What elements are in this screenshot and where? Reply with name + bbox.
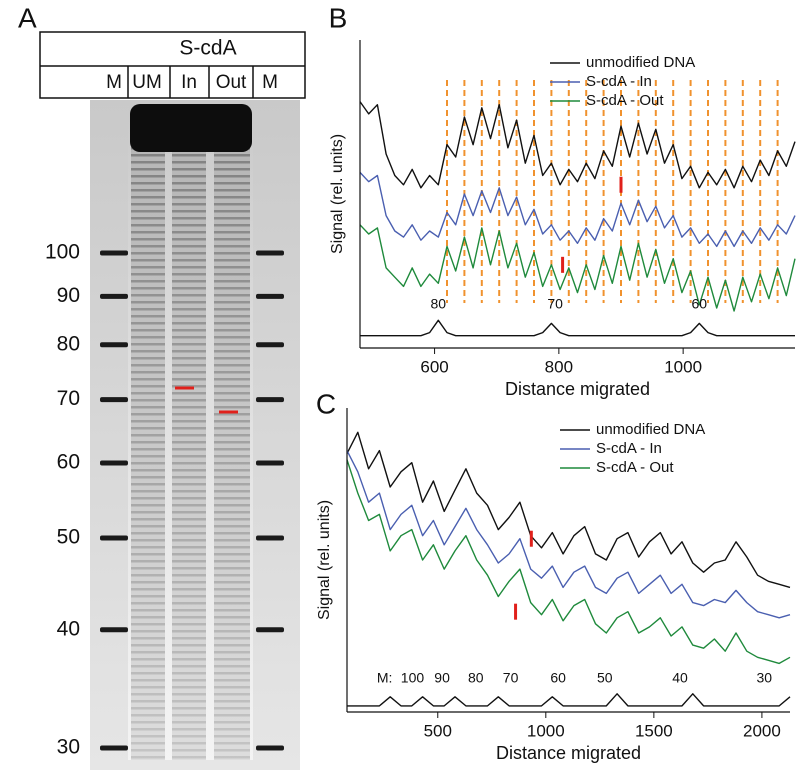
x-tick-label: 2000 [743, 721, 781, 740]
highlight [561, 256, 565, 273]
ladder-band [256, 627, 284, 633]
ladder-band [256, 342, 284, 348]
annotation: 60 [550, 669, 566, 685]
series-line [346, 459, 791, 665]
annotation: 40 [672, 669, 688, 685]
lane-fade [128, 110, 253, 760]
ladder-label: 40 [57, 617, 80, 640]
ladder-label: 80 [57, 332, 80, 355]
annotation: 90 [434, 669, 450, 685]
sample-lanes [128, 104, 253, 760]
ladder-label: 100 [45, 241, 80, 264]
legend-label: S-cdA - In [596, 440, 662, 457]
x-axis-label: Distance migrated [505, 379, 650, 399]
ladder-band [256, 460, 284, 466]
x-tick-label: 1000 [664, 357, 702, 376]
lane-label: M [106, 72, 122, 93]
ladder-band [256, 745, 284, 751]
annotation: 70 [503, 669, 519, 685]
annotation: 80 [468, 669, 484, 685]
annotation: 100 [401, 669, 425, 685]
ladder-label: 70 [57, 387, 80, 410]
series-line [359, 171, 796, 248]
x-tick-label: 1500 [635, 721, 673, 740]
ladder-band [256, 293, 284, 299]
gel-title: S-cdA [179, 37, 236, 60]
annotation: M: [377, 669, 393, 685]
ladder-band [100, 745, 128, 751]
lane-label: M [262, 72, 278, 93]
y-axis-label: Signal (rel. units) [316, 500, 333, 620]
ladder-band [100, 342, 128, 348]
ladder-band [100, 250, 128, 256]
legend-label: unmodified DNA [586, 54, 695, 71]
ladder-label: 60 [57, 451, 80, 474]
ladder-band [100, 397, 128, 403]
series-line [346, 450, 791, 619]
annotation: 80 [431, 296, 447, 312]
legend-label: S-cdA - In [586, 73, 652, 90]
x-tick-label: 500 [424, 721, 452, 740]
ladder-band [256, 535, 284, 541]
series-line [360, 319, 795, 337]
gel-header [39, 31, 306, 99]
ladder-label: 50 [57, 526, 80, 549]
series-line [346, 431, 791, 589]
highlight [619, 176, 623, 193]
annotation: 50 [597, 669, 613, 685]
annotation: 30 [756, 669, 772, 685]
legend-label: S-cdA - Out [596, 459, 674, 476]
x-axis-label: Distance migrated [496, 743, 641, 763]
ladder-band [100, 627, 128, 633]
series-line [359, 224, 796, 312]
annotation: 70 [547, 296, 563, 312]
ladder-band [100, 535, 128, 541]
legend-label: unmodified DNA [596, 421, 705, 438]
panel-label: B [329, 2, 348, 33]
panel-label: C [316, 388, 336, 419]
lane-label: Out [216, 72, 247, 93]
well-signal [130, 104, 252, 152]
legend-label: S-cdA - Out [586, 92, 664, 109]
series-line [347, 693, 791, 707]
ladder-label: 30 [57, 736, 80, 759]
ladder-band [100, 293, 128, 299]
header-box [39, 31, 306, 99]
series-line [359, 101, 796, 189]
panel-label: A [18, 2, 37, 33]
x-tick-label: 1000 [527, 721, 565, 740]
y-axis-label: Signal (rel. units) [329, 134, 346, 254]
x-tick-label: 600 [420, 357, 448, 376]
ladder-band [100, 460, 128, 466]
lane-label: UM [132, 72, 162, 93]
ladder-band [256, 250, 284, 256]
annotation: 60 [692, 296, 708, 312]
ladder-label: 90 [57, 284, 80, 307]
x-tick-label: 800 [545, 357, 573, 376]
highlight [514, 603, 518, 620]
lane-label: In [181, 72, 197, 93]
ladder-band [256, 397, 284, 403]
highlight [529, 530, 533, 547]
